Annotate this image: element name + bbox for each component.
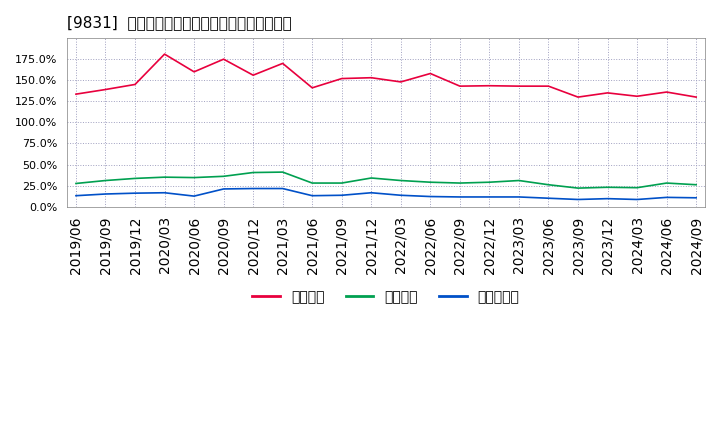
Legend: 流動比率, 当座比率, 現預金比率: 流動比率, 当座比率, 現預金比率 (247, 284, 525, 309)
Text: [9831]  流動比率、当座比率、現預金比率の推移: [9831] 流動比率、当座比率、現預金比率の推移 (67, 15, 292, 30)
